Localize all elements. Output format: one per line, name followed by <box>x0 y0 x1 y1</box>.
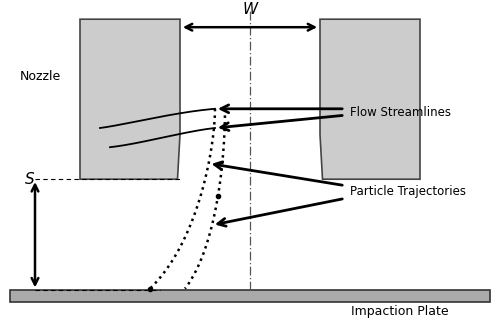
Text: Particle Trajectories: Particle Trajectories <box>350 186 466 198</box>
Polygon shape <box>320 19 420 179</box>
Text: S: S <box>25 172 35 187</box>
Text: Flow Streamlines: Flow Streamlines <box>350 106 451 118</box>
Text: Nozzle: Nozzle <box>20 70 61 83</box>
Polygon shape <box>10 290 490 302</box>
Text: W: W <box>242 2 258 17</box>
Text: Impaction Plate: Impaction Plate <box>351 306 449 318</box>
Polygon shape <box>80 19 180 179</box>
